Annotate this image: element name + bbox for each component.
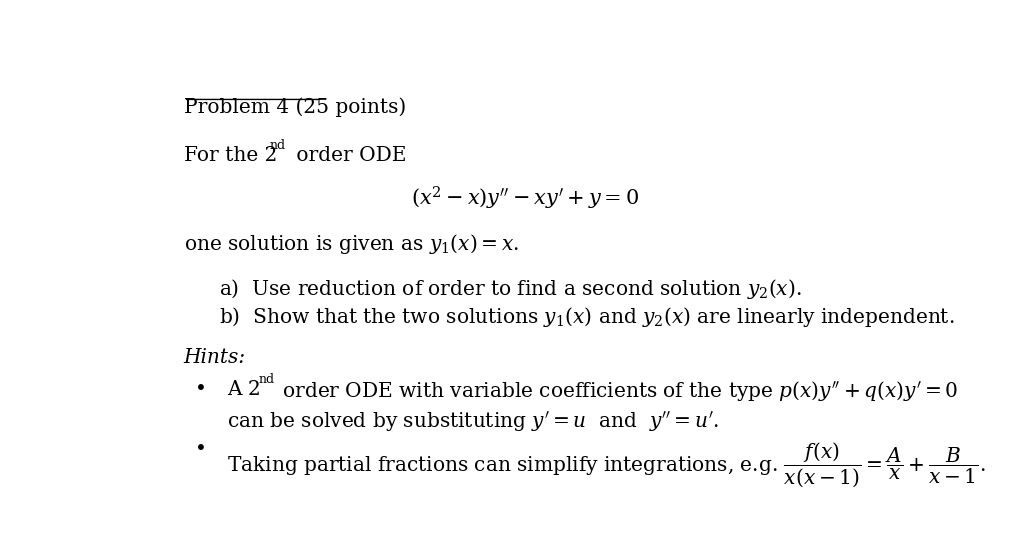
Text: •: • xyxy=(196,440,207,459)
Text: Problem 4 (25 points): Problem 4 (25 points) xyxy=(183,97,406,116)
Text: a)  Use reduction of order to find a second solution $y_2(x)$.: a) Use reduction of order to find a seco… xyxy=(219,277,802,301)
Text: A 2: A 2 xyxy=(227,380,261,399)
Text: Taking partial fractions can simplify integrations, e.g. $\dfrac{f(x)}{x(x-1)} =: Taking partial fractions can simplify in… xyxy=(227,440,986,488)
Text: Hints:: Hints: xyxy=(183,348,246,367)
Text: one solution is given as $y_1(x) = x$.: one solution is given as $y_1(x) = x$. xyxy=(183,232,519,256)
Text: can be solved by substituting $y' = u$  and  $y'' = u'$.: can be solved by substituting $y' = u$ a… xyxy=(227,410,720,434)
Text: nd: nd xyxy=(269,139,286,152)
Text: nd: nd xyxy=(259,373,275,385)
Text: •: • xyxy=(196,380,207,399)
Text: For the 2: For the 2 xyxy=(183,146,276,165)
Text: b)  Show that the two solutions $y_1(x)$ and $y_2(x)$ are linearly independent.: b) Show that the two solutions $y_1(x)$ … xyxy=(219,305,954,329)
Text: order ODE: order ODE xyxy=(290,146,407,165)
Text: order ODE with variable coefficients of the type $p(x)y'' + q(x)y' = 0$: order ODE with variable coefficients of … xyxy=(276,380,958,404)
Text: $(x^2 - x)y'' - xy' + y = 0$: $(x^2 - x)y'' - xy' + y = 0$ xyxy=(411,185,639,212)
